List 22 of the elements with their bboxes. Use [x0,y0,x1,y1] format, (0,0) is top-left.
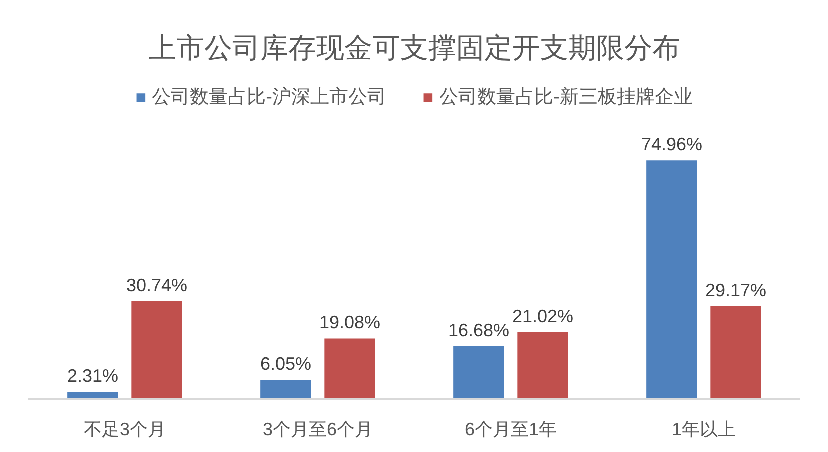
data-label: 2.31% [67,366,118,386]
bar [132,302,182,400]
data-label: 16.68% [448,320,510,340]
data-label: 6.05% [260,354,312,374]
bar [710,306,762,400]
chart-title: 上市公司库存现金可支撑固定开支期限分布 [148,32,680,64]
bar [454,346,504,400]
data-label: 19.08% [320,312,381,333]
data-label: 21.02% [512,306,574,327]
x-tick-label: 不足3个月 [84,420,166,440]
bar [324,338,376,400]
data-label: 74.96% [641,134,702,155]
bar [260,380,312,400]
bar [518,332,568,400]
data-label: 29.17% [706,280,767,301]
legend-label: 公司数量占比-沪深上市公司 [152,86,386,110]
data-label: 30.74% [126,276,188,296]
legend-label: 公司数量占比-新三板挂牌企业 [440,86,693,110]
bar [646,160,698,400]
x-tick-label: 6个月至1年 [464,420,558,440]
x-tick-label: 1年以上 [672,420,736,440]
x-tick-label: 3个月至6个月 [262,420,374,440]
